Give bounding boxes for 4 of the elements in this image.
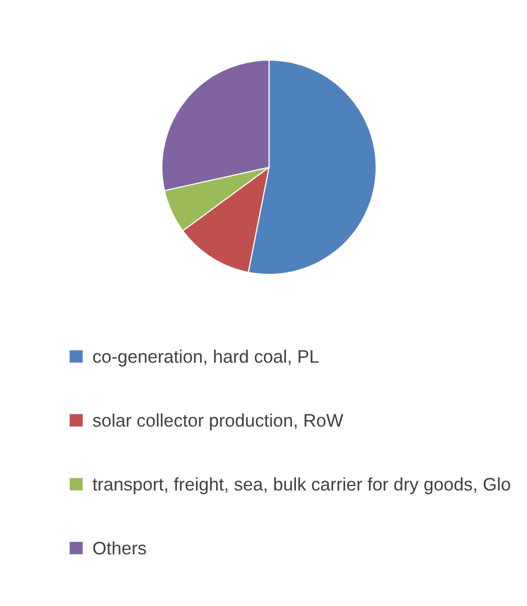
legend-label: transport, freight, sea, bulk carrier for dry goods, Glo	[92, 477, 510, 494]
legend-label: co-generation, hard coal, PL	[93, 350, 319, 366]
legend-label: solar collector production, RoW	[92, 414, 344, 430]
legend-label: Others	[93, 541, 146, 555]
